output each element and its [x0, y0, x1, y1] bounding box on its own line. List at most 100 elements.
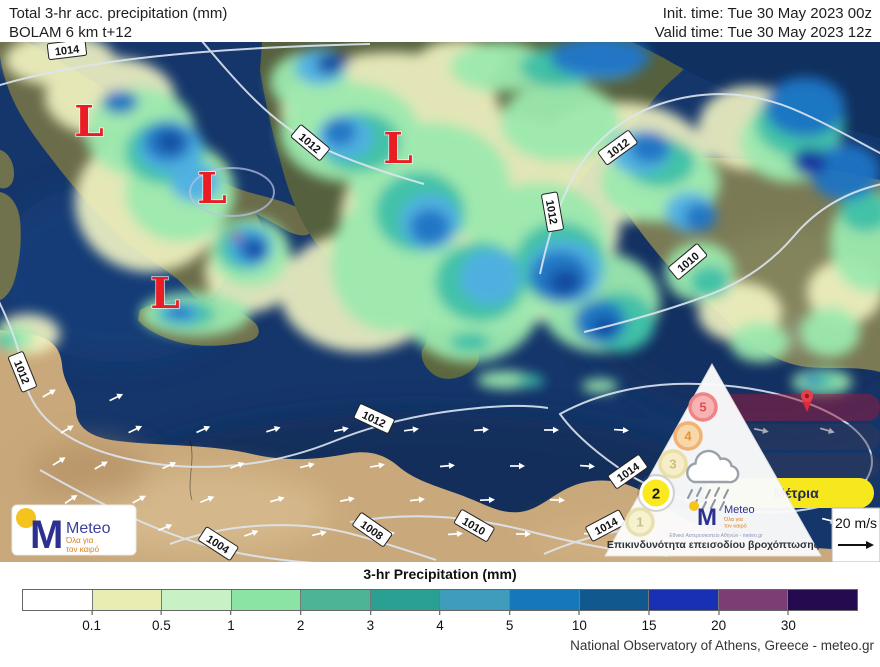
wind-arrow-icon [613, 427, 629, 434]
isobar-label: 1012 [541, 191, 564, 233]
low-pressure-marker: L [74, 97, 104, 146]
valid-time-label: Valid time: Tue 30 May 2023 12z [654, 24, 872, 41]
wind-arrow-icon [109, 393, 124, 402]
wind-arrow-icon [196, 425, 211, 434]
sun-icon [689, 501, 699, 511]
colorbar-segment [649, 590, 719, 610]
colorbar-tick: 0.5 [152, 611, 171, 633]
colorbar-title: 3-hr Precipitation (mm) [363, 566, 517, 582]
pyramid-meteo-logo: M Meteo Όλα για τον καιρό Εθνικό Αστεροσ… [669, 501, 763, 539]
colorbar-tick: 20 [711, 611, 726, 633]
wind-arrow-icon [753, 427, 769, 434]
colorbar-tick: 30 [781, 611, 796, 633]
meteo-m-mark: M [697, 504, 717, 531]
isobar-label: 1014 [46, 42, 88, 61]
wind-arrow-icon [60, 425, 74, 434]
wind-speed-label: 20 m/s [835, 515, 877, 531]
wind-arrow-icon [64, 494, 78, 505]
wind-arrow-icon [42, 389, 56, 398]
svg-text:5: 5 [699, 400, 706, 415]
colorbar-tick: 1 [227, 611, 235, 633]
low-pressure-marker: L [197, 164, 227, 213]
low-pressure-markers: L L L L [73, 96, 413, 319]
brand-tagline2: τον καιρό [66, 545, 100, 554]
wind-arrow-icon [128, 425, 143, 434]
wind-arrow-icon [266, 426, 281, 433]
colorbar-segment [718, 590, 789, 610]
svg-text:1014: 1014 [54, 43, 81, 58]
model-run-label: BOLAM 6 km t+12 [9, 24, 132, 41]
colorbar-tick: 3 [367, 611, 374, 633]
colorbar-tick: 0.1 [82, 611, 101, 633]
wind-arrow-icon [544, 426, 559, 434]
svg-text:3: 3 [669, 457, 676, 472]
svg-text:4: 4 [684, 429, 692, 444]
wind-arrow-icon [473, 426, 489, 433]
wind-arrow-icon [409, 496, 425, 503]
wind-arrow-icon [819, 427, 835, 434]
svg-text:1012: 1012 [543, 199, 559, 225]
rain-cloud-icon [686, 449, 740, 511]
colorbar [22, 589, 858, 611]
wind-arrow-icon [510, 462, 525, 470]
brand-tagline1: Όλα για [65, 536, 94, 545]
brand-name: Meteo [66, 520, 111, 537]
risk-level-3: 3 [658, 449, 688, 479]
attribution: National Observatory of Athens, Greece -… [570, 638, 874, 653]
wind-speed-legend: 20 m/s [831, 507, 880, 562]
colorbar-tick: 4 [436, 611, 444, 633]
colorbar-segment [788, 590, 857, 610]
risk-level-5: 5 [688, 392, 718, 422]
svg-text:2: 2 [652, 486, 660, 503]
init-time-label: Init. time: Tue 30 May 2023 00z [662, 5, 872, 22]
wind-arrow-icon [132, 495, 146, 504]
risk-caption: Επικινδυνότητα επεισοδίου βροχόπτωσης [607, 539, 820, 551]
product-title: Total 3-hr acc. precipitation (mm) [9, 5, 228, 22]
wind-arrow-icon [299, 462, 315, 469]
wind-arrow-icon [369, 462, 385, 469]
colorbar-tick: 10 [572, 611, 587, 633]
meteo-m-mark: M [30, 513, 63, 557]
low-pressure-marker: L [383, 124, 413, 173]
wind-arrowhead-icon [866, 541, 874, 549]
colorbar-tick: 5 [506, 611, 513, 633]
colorbar-segment [92, 590, 163, 610]
colorbar-tick: 2 [297, 611, 304, 633]
wind-arrow-icon [549, 496, 565, 504]
wind-arrow-icon [200, 495, 215, 504]
colorbar-segment [23, 590, 93, 610]
wind-arrow-icon [339, 496, 355, 503]
wind-arrow-icon [230, 461, 245, 469]
pyramid-logo-name: Meteo [724, 504, 755, 516]
precip-highlight-ring [189, 167, 275, 217]
wind-arrow-icon [269, 496, 285, 503]
wind-arrow-icon [479, 496, 495, 504]
wind-arrow-icon [447, 530, 463, 537]
meteo-brand-badge: M Meteo Όλα για τον καιρό [11, 504, 137, 557]
colorbar-ticks: 0.1 0.5 1 2 3 4 5 10 15 20 30 [22, 611, 858, 639]
warning-pin-icon [801, 390, 813, 412]
wind-arrow-icon [579, 463, 595, 470]
header-right: Init. time: Tue 30 May 2023 00z Valid ti… [655, 4, 872, 42]
wind-arrow-icon [439, 462, 455, 469]
wind-arrow-icon [158, 523, 173, 532]
wind-arrow-icon [244, 529, 259, 537]
risk-pill-5 [698, 394, 880, 421]
pyramid-logo-subtext: Εθνικό Αστεροσκοπείο Αθηνών - meteo.gr [669, 532, 763, 539]
map-canvas: 1014 1012 1012 1012 1010 1012 1012 1008 1010 1004… [0, 42, 880, 562]
precipitation-field [0, 42, 880, 395]
pyramid-logo-tagline1: Όλα για [723, 517, 744, 523]
colorbar-segment [301, 590, 371, 610]
svg-text:1: 1 [636, 515, 643, 530]
colorbar-segment [370, 590, 441, 610]
sun-icon [16, 508, 36, 528]
wind-arrow-icon [403, 426, 419, 433]
wind-arrow-icon [333, 426, 349, 433]
colorbar-segment [510, 590, 580, 610]
risk-level-2: 2 [637, 474, 675, 512]
wind-arrow-icon [162, 461, 177, 470]
